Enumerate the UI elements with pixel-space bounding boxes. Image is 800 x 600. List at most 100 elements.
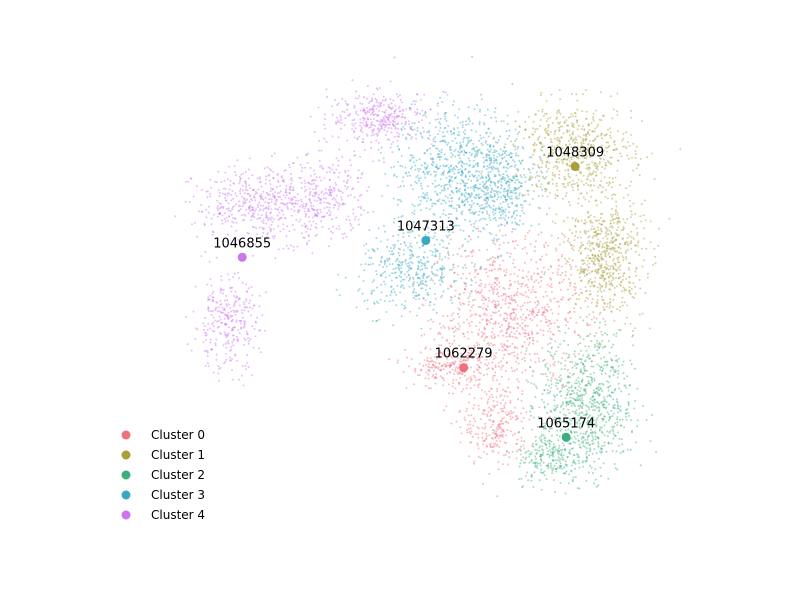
data-point <box>545 132 548 134</box>
data-point <box>442 315 445 317</box>
data-point <box>390 279 393 282</box>
data-point <box>571 151 574 154</box>
data-point <box>554 468 557 471</box>
data-point <box>574 282 577 285</box>
data-point <box>451 356 453 359</box>
data-point <box>407 269 410 272</box>
data-point <box>587 247 590 250</box>
data-point <box>487 367 490 370</box>
data-point <box>606 146 609 149</box>
data-point <box>500 394 503 396</box>
data-point <box>510 366 513 369</box>
data-point <box>463 250 466 252</box>
data-point <box>529 366 531 369</box>
data-point <box>433 144 436 147</box>
data-point <box>600 132 603 135</box>
data-point <box>540 171 543 174</box>
data-point <box>543 427 545 430</box>
data-point <box>450 148 453 151</box>
data-point <box>499 434 502 437</box>
data-point <box>545 164 548 167</box>
data-point <box>628 275 631 278</box>
data-point <box>543 358 546 361</box>
data-point <box>587 215 590 218</box>
data-point <box>541 306 544 309</box>
data-point <box>461 372 464 375</box>
data-point <box>493 333 496 336</box>
data-point <box>434 293 436 296</box>
data-point <box>581 268 584 271</box>
data-point <box>514 120 517 123</box>
data-point <box>485 437 488 440</box>
data-point <box>521 248 524 250</box>
data-point <box>415 295 418 298</box>
data-point <box>425 276 428 279</box>
data-point <box>540 170 543 173</box>
data-point <box>616 468 619 471</box>
data-point <box>545 161 548 164</box>
data-point <box>417 284 420 287</box>
data-point <box>478 366 481 369</box>
data-point <box>518 430 521 433</box>
data-point <box>499 330 502 333</box>
data-point <box>524 335 527 338</box>
data-point <box>466 357 469 359</box>
data-point <box>551 122 554 124</box>
data-point <box>606 363 609 366</box>
data-point <box>496 198 499 201</box>
data-point <box>497 412 500 415</box>
data-point <box>585 384 588 387</box>
data-point <box>530 156 533 159</box>
data-point <box>431 363 434 366</box>
data-point <box>582 142 585 145</box>
data-point <box>479 315 482 318</box>
data-point <box>441 364 444 367</box>
data-point <box>527 343 530 346</box>
data-point <box>559 411 562 414</box>
data-point <box>551 149 554 151</box>
data-point <box>578 426 581 429</box>
data-point <box>616 360 619 363</box>
data-point <box>641 265 644 268</box>
data-point <box>506 114 509 117</box>
data-point <box>465 123 468 126</box>
data-point <box>427 319 430 322</box>
data-point <box>453 150 456 153</box>
data-point <box>532 311 535 314</box>
data-point <box>603 424 606 427</box>
data-point <box>608 394 611 397</box>
data-point <box>515 368 518 371</box>
data-point <box>481 299 484 302</box>
data-point <box>580 266 582 269</box>
data-point <box>434 366 437 369</box>
data-point <box>544 112 546 115</box>
data-point <box>506 317 508 320</box>
data-point <box>587 426 590 429</box>
data-point <box>447 166 450 169</box>
data-point <box>513 266 516 268</box>
data-point <box>470 378 473 381</box>
data-point <box>600 180 603 182</box>
data-point <box>516 443 519 445</box>
data-point <box>470 279 473 282</box>
data-point <box>517 398 520 401</box>
data-point <box>544 127 547 130</box>
data-point <box>412 290 415 293</box>
data-point <box>580 244 583 247</box>
data-point <box>525 316 527 319</box>
data-point <box>507 295 510 298</box>
data-point <box>599 450 601 453</box>
data-point <box>448 204 451 207</box>
data-point <box>473 397 476 400</box>
data-point <box>500 254 503 257</box>
data-point <box>479 230 482 233</box>
data-point <box>504 297 507 300</box>
data-point <box>522 485 524 488</box>
data-point <box>557 449 560 452</box>
data-point <box>615 354 618 357</box>
data-point <box>564 448 567 451</box>
data-point <box>608 416 611 419</box>
data-point <box>559 457 562 460</box>
data-point <box>477 227 480 230</box>
data-point <box>508 295 511 298</box>
